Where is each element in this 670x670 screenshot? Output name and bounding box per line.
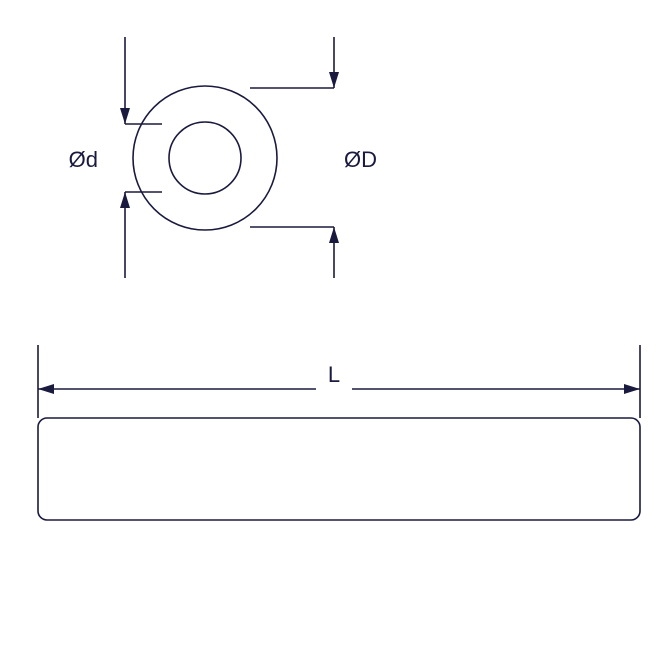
ring-inner — [169, 122, 241, 194]
arrowhead — [120, 192, 130, 208]
technical-drawing: Ød ØD L — [0, 0, 670, 670]
arrowhead — [624, 384, 640, 394]
label-inner-diameter: Ød — [69, 147, 98, 172]
tube-side-view — [38, 418, 640, 520]
ring-outer — [133, 86, 277, 230]
arrowhead — [120, 108, 130, 124]
arrowhead — [329, 72, 339, 88]
arrowhead — [329, 227, 339, 243]
label-length: L — [328, 362, 340, 387]
label-outer-diameter: ØD — [344, 147, 377, 172]
arrowhead — [38, 384, 54, 394]
